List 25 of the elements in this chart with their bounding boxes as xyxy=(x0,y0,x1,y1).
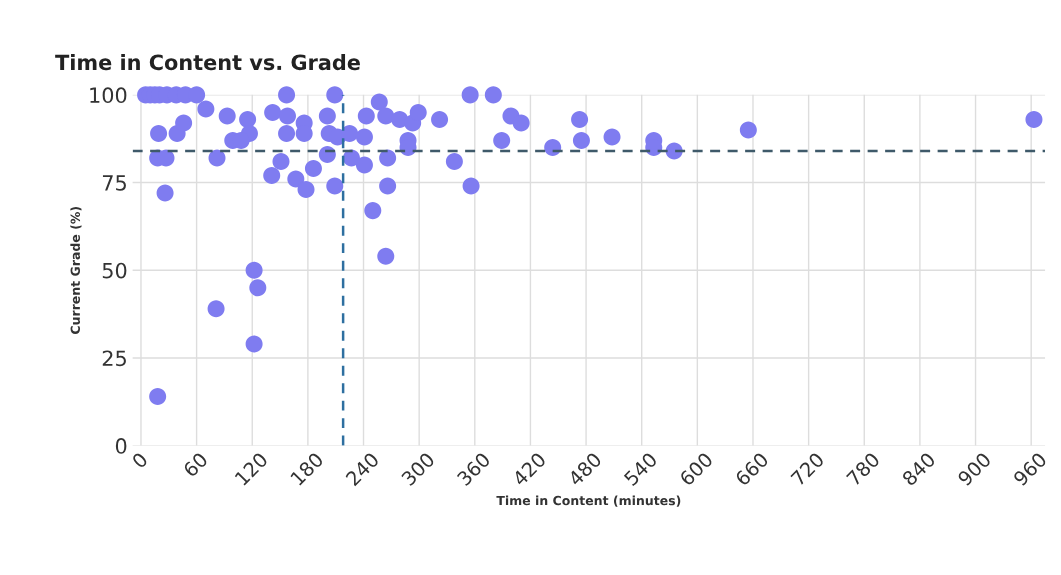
x-tick-label: 360 xyxy=(456,451,491,487)
x-tick-label: 660 xyxy=(734,451,770,487)
y-tick-label: 100 xyxy=(90,87,127,104)
x-tick-label: 840 xyxy=(901,451,937,487)
y-tick-label: 25 xyxy=(102,350,126,367)
x-tick-label: 240 xyxy=(345,451,380,487)
x-tick-label: 600 xyxy=(678,451,714,487)
x-tick-label: 540 xyxy=(623,451,658,487)
chart-title: Time in Content vs. Grade xyxy=(55,54,360,71)
x-tick-label: 300 xyxy=(400,451,436,487)
y-axis-title: Current Grade (%) xyxy=(70,206,82,334)
x-tick-label: 420 xyxy=(511,451,547,487)
y-tick-label: 75 xyxy=(102,175,126,191)
y-tick-label: 50 xyxy=(102,262,127,279)
x-tick-label: 120 xyxy=(234,451,269,486)
y-tick-label: 0 xyxy=(115,438,127,454)
x-tick-label: 780 xyxy=(845,451,881,487)
x-tick-label: 180 xyxy=(289,451,325,486)
x-tick-label: 0 xyxy=(131,451,149,469)
x-tick-label: 900 xyxy=(956,451,992,487)
x-tick-label: 960 xyxy=(1012,451,1048,487)
x-tick-label: 480 xyxy=(567,451,603,487)
x-tick-label: 720 xyxy=(790,451,825,487)
x-axis-title: Time in Content (minutes) xyxy=(496,495,681,507)
x-tick-label: 60 xyxy=(182,451,209,478)
